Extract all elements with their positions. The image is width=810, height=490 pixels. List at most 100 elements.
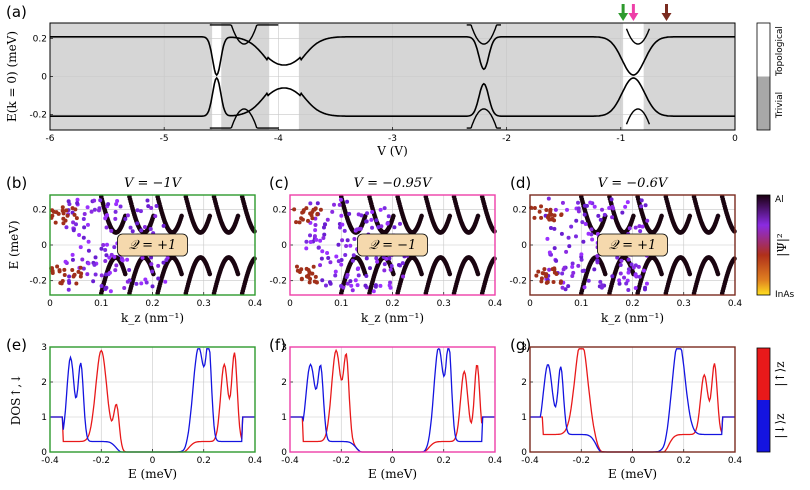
- band-point: [607, 205, 612, 210]
- band-point: [304, 239, 309, 244]
- band-point: [145, 198, 150, 203]
- band-point: [637, 274, 642, 279]
- x-tick-label: -5: [160, 134, 169, 144]
- band-point: [308, 233, 313, 238]
- band-point: [71, 274, 76, 279]
- band-point: [400, 261, 405, 266]
- plot-frame: [49, 194, 256, 296]
- band-point: [297, 270, 302, 275]
- band-point: [328, 260, 333, 265]
- band-point: [304, 246, 309, 251]
- band-point: [545, 280, 550, 285]
- band-point: [179, 271, 184, 277]
- band-point: [546, 215, 551, 220]
- band-point: [336, 259, 341, 264]
- band-point: [569, 224, 574, 229]
- band-point: [551, 279, 556, 284]
- band-point: [59, 281, 64, 286]
- band-point: [309, 213, 314, 218]
- band-point: [356, 212, 361, 217]
- band-point: [644, 281, 649, 286]
- band-point: [144, 280, 149, 285]
- band-point: [356, 273, 361, 278]
- band-point: [552, 213, 557, 218]
- x-tick-label: -0.2: [332, 456, 350, 466]
- band-point: [382, 206, 387, 211]
- x-tick-label: 0.4: [728, 456, 743, 466]
- band-point: [638, 229, 643, 234]
- band-point: [99, 283, 104, 288]
- band-point: [602, 271, 608, 277]
- y-tick-label: 3: [41, 343, 47, 353]
- band-point: [598, 279, 603, 284]
- band-point: [389, 263, 394, 268]
- band-point: [615, 255, 620, 260]
- band-point: [545, 236, 550, 241]
- band-point: [645, 218, 650, 223]
- band-point: [81, 235, 86, 240]
- band-point: [617, 281, 622, 286]
- band-point: [351, 253, 356, 258]
- band-point: [542, 267, 547, 272]
- band-point: [60, 205, 65, 210]
- band-point: [592, 267, 597, 272]
- band-point: [70, 252, 75, 257]
- invariant-badge-text: 𝒬 = +1: [129, 238, 177, 253]
- band-point: [93, 272, 98, 277]
- panel-label: (e): [6, 336, 27, 354]
- band-point: [566, 235, 571, 240]
- band-point: [109, 252, 114, 257]
- band-point: [548, 225, 553, 230]
- band-point: [54, 210, 59, 215]
- band-point: [619, 258, 624, 263]
- band-point: [567, 244, 572, 249]
- band-point: [552, 226, 557, 231]
- band-point: [396, 263, 401, 268]
- band-point: [382, 262, 387, 267]
- band-point: [161, 260, 166, 265]
- band-point: [388, 285, 393, 290]
- band-point: [57, 269, 62, 274]
- band-point: [323, 283, 328, 288]
- x-tick-label: 0.1: [574, 299, 588, 309]
- band-point: [625, 278, 630, 283]
- band-point: [207, 213, 213, 219]
- y-tick-label: 0.2: [33, 34, 47, 44]
- band-point: [595, 258, 600, 263]
- band-point: [156, 276, 161, 281]
- band-point: [71, 220, 76, 225]
- band-point: [367, 266, 372, 271]
- band-point: [560, 271, 565, 276]
- band-point: [571, 270, 576, 275]
- band-point: [122, 271, 128, 277]
- y-tick-label: 3: [281, 343, 287, 353]
- band-point: [86, 248, 91, 253]
- x-tick-label: -1: [616, 134, 625, 144]
- band-point: [62, 272, 67, 277]
- band-point: [103, 259, 108, 264]
- band-point: [135, 221, 140, 226]
- x-tick-label: 0.4: [488, 299, 503, 309]
- band-point: [370, 209, 375, 214]
- band-point: [610, 274, 615, 279]
- band-point: [609, 197, 614, 202]
- band-point: [345, 272, 350, 277]
- plot-frame: [49, 346, 256, 453]
- band-point: [582, 212, 587, 217]
- band-point: [355, 283, 360, 288]
- band-point: [75, 201, 80, 206]
- band-point: [546, 196, 551, 201]
- band-outer: [625, 108, 651, 125]
- x-tick-label: 0.3: [437, 299, 451, 309]
- band-point: [363, 283, 368, 288]
- band-outer: [209, 24, 279, 45]
- band-point: [113, 209, 118, 214]
- band-point: [345, 281, 350, 286]
- band-point: [297, 220, 302, 225]
- band-point: [583, 222, 588, 227]
- band-point: [375, 259, 380, 264]
- band-point: [391, 271, 396, 277]
- band-point: [139, 281, 144, 286]
- x-tick-label: 0: [527, 299, 533, 309]
- x-tick-label: 0.2: [625, 299, 639, 309]
